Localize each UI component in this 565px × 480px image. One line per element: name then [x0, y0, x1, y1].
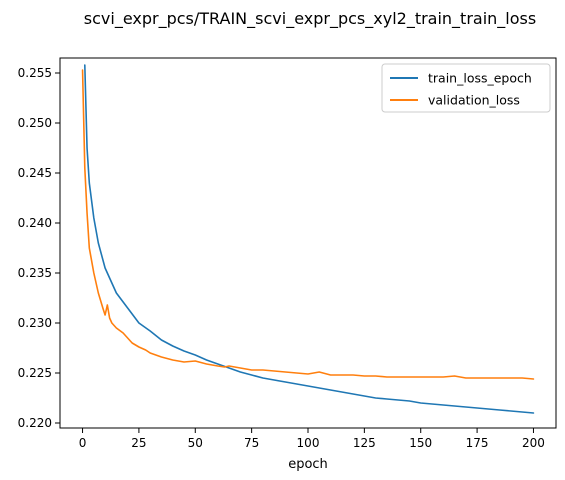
x-tick-label: 50 — [188, 436, 203, 450]
plot-area — [59, 57, 557, 429]
x-tick-label: 0 — [79, 436, 87, 450]
series-layer — [81, 64, 535, 414]
x-tick-label: 100 — [297, 436, 320, 450]
y-tick-label: 0.225 — [18, 366, 52, 380]
x-tick-label: 150 — [409, 436, 432, 450]
x-tick-label: 175 — [466, 436, 489, 450]
y-tick-label: 0.230 — [18, 316, 52, 330]
y-tick-label: 0.255 — [18, 66, 52, 80]
y-tick-label: 0.250 — [18, 116, 52, 130]
y-tick-label: 0.240 — [18, 216, 52, 230]
x-axis: 0 25 50 75 100 125 150 175 200 — [79, 428, 545, 450]
legend-label: validation_loss — [428, 93, 520, 108]
x-tick-label: 125 — [353, 436, 376, 450]
x-tick-label: 75 — [244, 436, 259, 450]
y-tick-label: 0.220 — [18, 416, 52, 430]
y-tick-label: 0.245 — [18, 166, 52, 180]
x-tick-label: 200 — [522, 436, 545, 450]
x-axis-label: epoch — [288, 457, 328, 472]
y-axis: 0.220 0.225 0.230 0.235 0.240 0.245 0.250 0.255 — [18, 66, 60, 430]
x-tick-label: 25 — [131, 436, 146, 450]
chart-title: scvi_expr_pcs/TRAIN_scvi_expr_pcs_xyl2_t… — [84, 9, 536, 29]
legend-label: train_loss_epoch — [428, 71, 532, 86]
legend-box — [381, 63, 551, 113]
legend: train_loss_epoch validation_loss — [381, 63, 551, 113]
y-tick-label: 0.235 — [18, 266, 52, 280]
series-line-validation-loss — [81, 69, 535, 380]
series-line-train-loss-epoch — [84, 64, 535, 414]
